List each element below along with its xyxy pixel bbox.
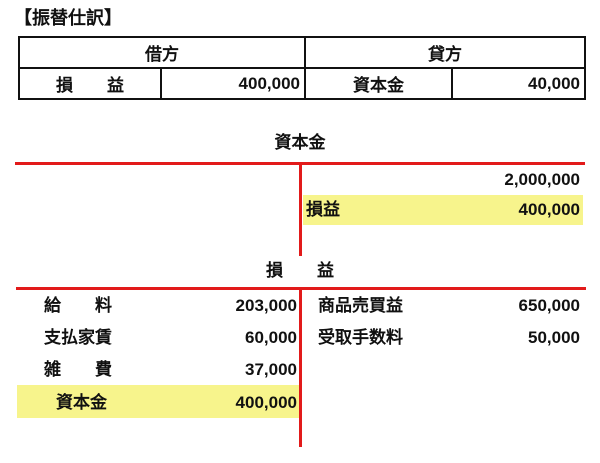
pl-credit-amount: 650,000: [518, 296, 580, 315]
pl-debit-amount: 400,000: [235, 393, 297, 412]
t-account-vertical-line: [299, 162, 302, 256]
pl-debit-label: 資本金: [56, 393, 107, 412]
pl-debit-amount: 37,000: [245, 360, 297, 379]
capital-credit-amount: 400,000: [518, 200, 580, 219]
pl-credit-label: 受取手数料: [318, 328, 403, 347]
credit-account: 資本金: [304, 67, 453, 100]
highlight-row: [17, 385, 300, 418]
credit-header: 貸方: [304, 36, 586, 69]
capital-credit-amount: 2,000,000: [504, 170, 580, 189]
pl-debit-amount: 60,000: [245, 328, 297, 347]
journal-entry-table: 借方 貸方 損 益 400,000 資本金 40,000: [18, 36, 586, 100]
credit-amount: 40,000: [451, 67, 586, 100]
debit-header: 借方: [18, 36, 306, 69]
capital-account-title: 資本金: [274, 133, 326, 152]
t-account-vertical-line: [299, 287, 302, 447]
pl-credit-label: 商品売買益: [318, 296, 403, 315]
debit-account: 損 益: [18, 67, 162, 100]
capital-credit-label: 損益: [306, 200, 340, 219]
pl-account-title: 損 益: [266, 261, 334, 280]
section-title: 【振替仕訳】: [14, 8, 122, 28]
pl-debit-label: 雑 費: [44, 360, 112, 379]
pl-credit-amount: 50,000: [528, 328, 580, 347]
pl-debit-label: 給 料: [44, 296, 112, 315]
debit-amount: 400,000: [160, 67, 306, 100]
highlight-row: [303, 195, 583, 225]
pl-debit-label: 支払家賃: [44, 328, 112, 347]
pl-debit-amount: 203,000: [235, 296, 297, 315]
